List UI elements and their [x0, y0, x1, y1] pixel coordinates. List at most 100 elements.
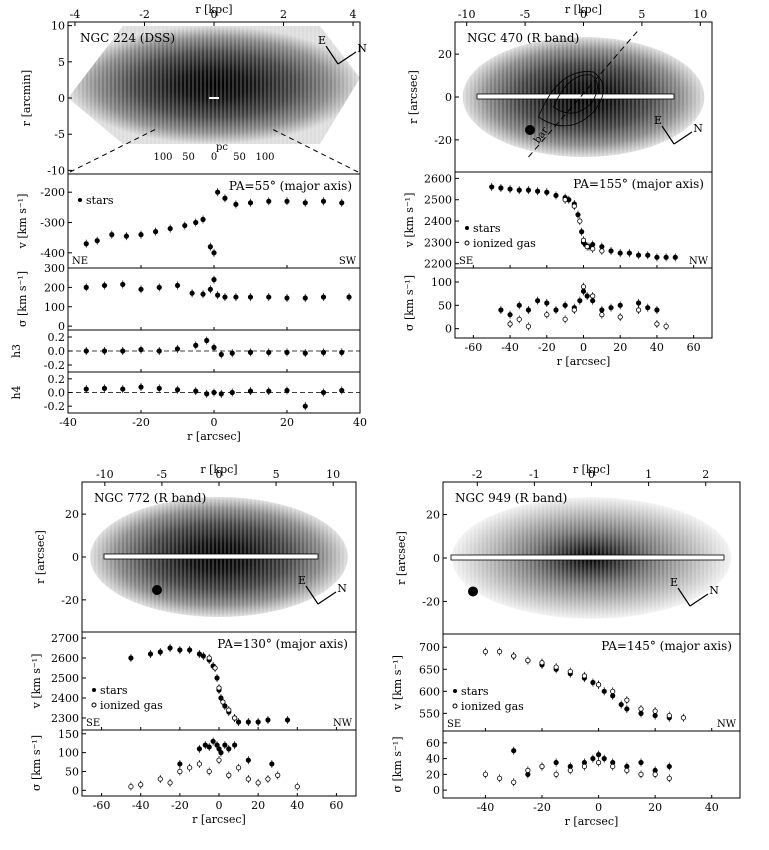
data-point-stars [284, 295, 290, 301]
bottom-axis-tick-label: -40 [477, 801, 495, 814]
compass-arrow [673, 131, 693, 145]
data-point-stars [525, 187, 532, 193]
data-point-stars [101, 385, 108, 391]
legend-stars-marker [465, 226, 469, 230]
data-point-stars [232, 742, 238, 748]
data-point-stars [608, 305, 614, 311]
data-point-stars [109, 232, 115, 238]
kpc-axis-tick-label: -5 [157, 468, 168, 481]
data-point-stars [535, 298, 541, 304]
data-point-gas [652, 708, 658, 714]
data-point-stars [247, 349, 254, 355]
h4-y-axis-tick-label: -0.2 [44, 400, 65, 413]
data-point-stars [83, 241, 89, 247]
compass-e-label: E [670, 576, 678, 589]
data-point-stars [553, 192, 559, 199]
image-y-axis-tick-label: 0 [72, 551, 79, 564]
data-point-stars [302, 200, 308, 206]
data-point-stars [247, 388, 254, 394]
data-point-stars [207, 244, 213, 250]
data-point-gas [245, 776, 251, 782]
kpc-axis-tick-label: -4 [70, 8, 81, 21]
velocity-y-axis-tick-label: 2200 [424, 258, 452, 271]
bottom-axis-tick-label: 20 [613, 341, 627, 354]
data-point-stars [229, 389, 235, 396]
sigma-y-axis-label: σ [km s⁻¹] [30, 735, 43, 791]
kpc-axis-tick-label: 0 [211, 8, 218, 21]
data-point-gas [590, 293, 596, 299]
data-point-stars [101, 282, 108, 289]
compass-arrow [677, 587, 691, 607]
data-point-stars [157, 649, 163, 655]
compass-n-label: N [337, 582, 347, 595]
side-right-label: NW [689, 256, 709, 267]
side-left-label: SE [86, 718, 100, 729]
h3-y-axis-label: h3 [10, 344, 23, 358]
data-point-stars [601, 688, 607, 694]
data-point-gas [511, 653, 517, 659]
data-point-stars [346, 294, 352, 300]
h3-y-axis-tick-label: -0.2 [44, 359, 65, 372]
data-point-stars [266, 349, 272, 355]
h4-y-axis-tick-label: 0.2 [48, 373, 66, 386]
data-point-stars [516, 187, 522, 193]
panel-ngc949: r [kpc] -2 -1 0 1 2 NGC 949 (R band) r [arcsec]… [391, 463, 741, 828]
sigma-y-axis-tick-label: 20 [426, 768, 440, 781]
data-point-stars [174, 282, 181, 289]
galaxy-title: NGC 470 (R band) [467, 31, 579, 45]
data-point-stars [156, 385, 162, 391]
legend-stars-label: stars [461, 685, 489, 698]
data-point-gas [511, 779, 517, 785]
sigma-y-axis-tick-label: 0 [58, 320, 65, 333]
data-point-stars [196, 746, 203, 752]
data-point-stars [654, 307, 660, 313]
data-point-stars [516, 302, 522, 308]
legend-gas-label: ionized gas [461, 700, 524, 713]
velocity-y-axis-tick-label: 2500 [51, 672, 79, 685]
position-angle-label: PA=155° (major axis) [573, 177, 704, 191]
data-point-stars [174, 387, 181, 393]
bottom-axis-tick-label: -60 [93, 799, 111, 812]
top-axis-label: r [kpc] [573, 463, 610, 476]
data-point-stars [266, 294, 272, 300]
image-y-axis-label: r [arcsec] [395, 531, 408, 585]
kpc-axis-tick-label: -10 [96, 468, 114, 481]
data-point-gas [216, 757, 222, 763]
legend-gas-marker [464, 240, 470, 246]
data-point-stars [247, 200, 254, 206]
data-point-stars [595, 752, 602, 758]
plot-frame-s [442, 730, 741, 799]
data-point-stars [618, 701, 624, 708]
pc-tick-label: 50 [233, 152, 246, 163]
side-right-label: NW [717, 719, 737, 730]
data-point-gas [177, 768, 183, 775]
sigma-y-axis-tick-label: 100 [44, 301, 65, 314]
data-point-stars [601, 755, 607, 762]
data-point-stars [123, 233, 130, 239]
data-point-gas [294, 783, 300, 790]
velocity-y-axis-tick-label: 600 [419, 685, 440, 698]
data-point-stars [193, 342, 199, 348]
kpc-axis-tick-label: 2 [280, 8, 287, 21]
data-point-stars [128, 655, 134, 661]
velocity-y-axis-tick-label: -300 [40, 217, 65, 230]
data-point-stars [189, 290, 195, 296]
data-point-gas [553, 771, 559, 777]
data-point-stars [284, 349, 290, 355]
data-point-stars [196, 651, 203, 657]
data-point-gas [610, 763, 616, 770]
velocity-y-axis-tick-label: 550 [419, 707, 440, 720]
bottom-axis-tick-label: -40 [132, 799, 150, 812]
data-point-stars [284, 717, 291, 723]
image-y-axis-tick-label: -5 [54, 128, 65, 141]
velocity-y-axis-tick-label: 2400 [51, 692, 79, 705]
data-point-stars [266, 198, 272, 204]
bottom-axis-tick-label: 40 [705, 801, 719, 814]
data-point-stars [302, 350, 308, 356]
compass-e-label: E [654, 114, 662, 127]
sigma-y-axis-tick-label: 100 [58, 747, 79, 760]
bottom-axis-tick-label: 40 [290, 799, 304, 812]
data-point-stars [193, 219, 199, 226]
compass-n-label: N [709, 584, 719, 597]
bottom-axis-tick-label: -20 [132, 416, 150, 429]
